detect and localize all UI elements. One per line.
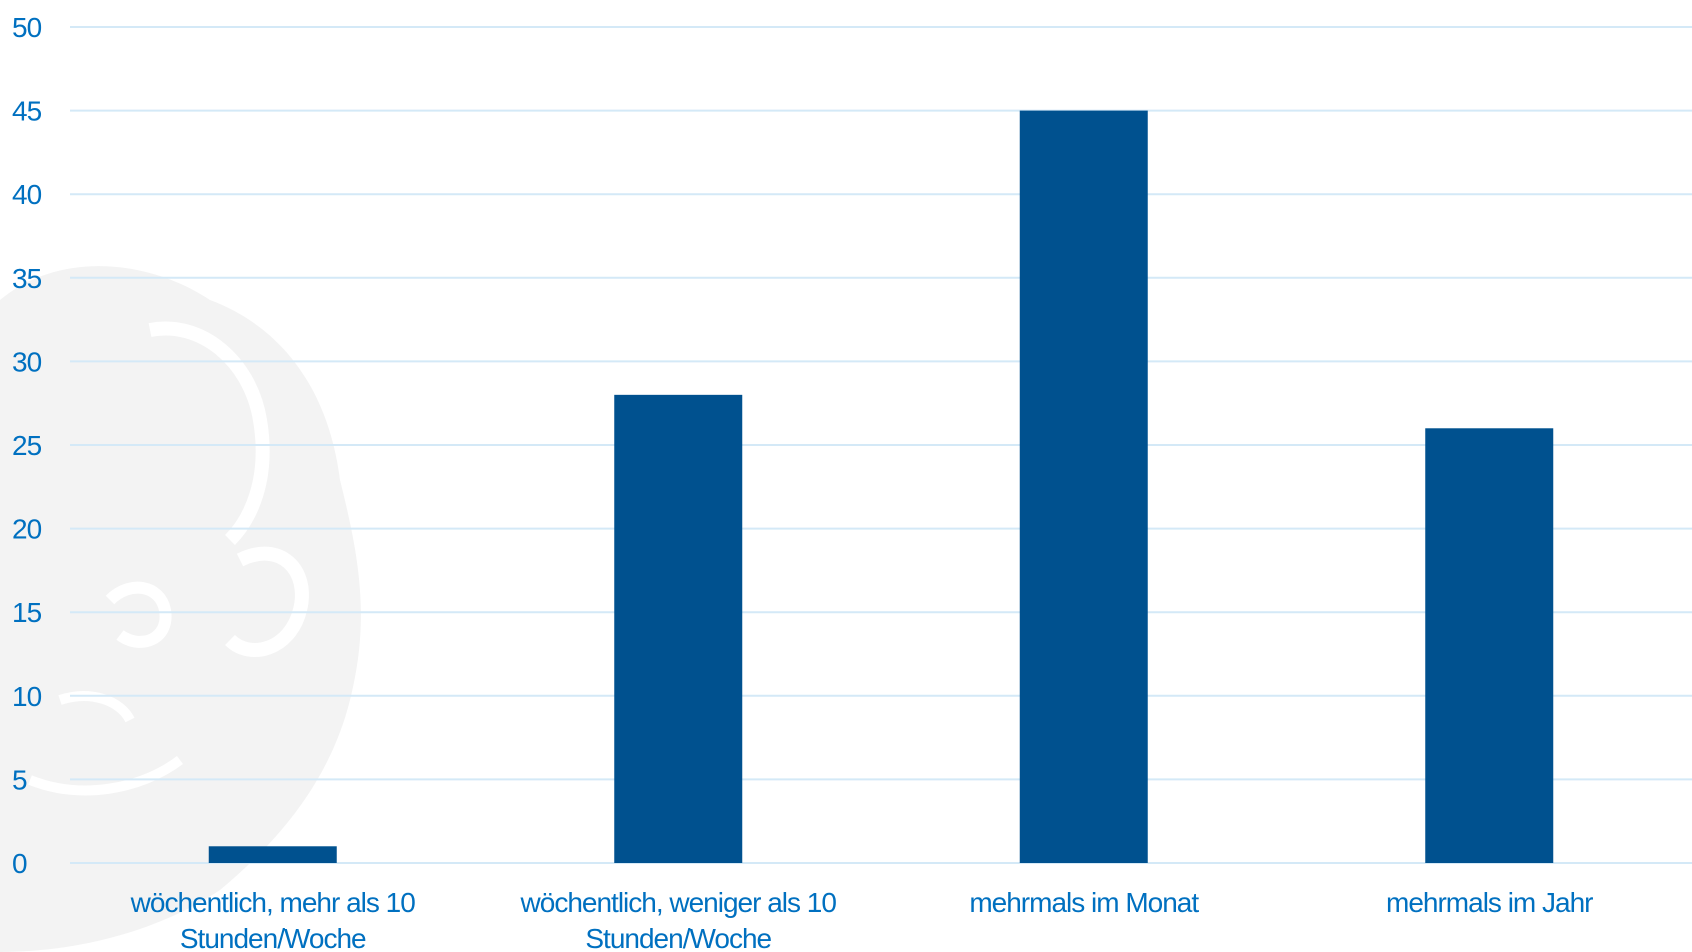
y-tick-label: 5 (12, 764, 27, 795)
y-tick-label: 20 (12, 514, 42, 545)
y-tick-label: 10 (12, 681, 42, 712)
y-tick-label: 50 (12, 12, 42, 43)
x-category-label-line: Stunden/Woche (180, 923, 366, 952)
x-category-label-line: mehrmals im Jahr (1386, 887, 1593, 918)
y-tick-label: 0 (12, 848, 27, 879)
x-category-label-line: wöchentlich, mehr als 10 (130, 887, 416, 918)
y-tick-label: 15 (12, 597, 42, 628)
y-tick-label: 45 (12, 96, 42, 127)
y-tick-label: 40 (12, 179, 42, 210)
x-category-label-line: mehrmals im Monat (969, 887, 1199, 918)
y-tick-label: 30 (12, 346, 42, 377)
y-tick-label: 35 (12, 263, 42, 294)
bar (614, 394, 743, 863)
x-category-label-line: wöchentlich, weniger als 10 (520, 887, 837, 918)
bar (1019, 110, 1148, 864)
bar (208, 846, 337, 863)
x-category-label: wöchentlich, mehr als 10 Stunden/Woche (130, 887, 416, 952)
x-category-label: mehrmals im Monat (969, 887, 1199, 918)
watermark-portrait-image (0, 266, 361, 952)
y-tick-label: 25 (12, 430, 42, 461)
x-category-label: mehrmals im Jahr (1386, 887, 1593, 918)
x-category-label: wöchentlich, weniger als 10 Stunden/Woche (520, 887, 837, 952)
x-category-label-line: Stunden/Woche (585, 923, 771, 952)
bar (1425, 428, 1554, 863)
